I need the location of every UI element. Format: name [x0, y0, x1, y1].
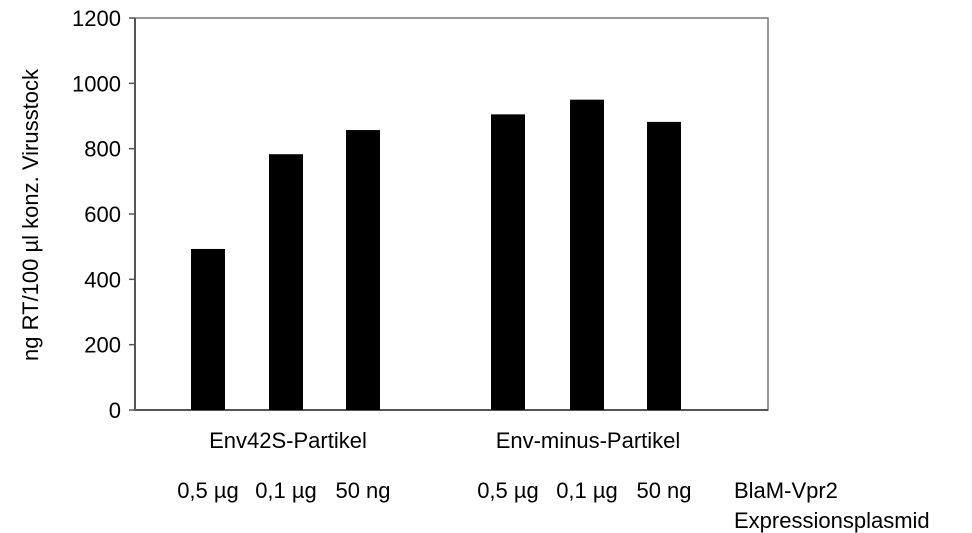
x-category-label: 0,5 µg	[177, 478, 239, 503]
y-tick-label: 1200	[72, 6, 121, 31]
bars	[191, 99, 681, 411]
x-category-label: 0,1 µg	[255, 478, 317, 503]
y-tick-label: 1000	[72, 71, 121, 96]
y-tick-label: 200	[84, 333, 121, 358]
bar	[491, 114, 525, 410]
bar	[269, 154, 303, 410]
axis-note-line-2: Expressionsplasmid	[734, 508, 930, 533]
x-category-label: 0,1 µg	[556, 478, 618, 503]
x-group-label: Env-minus-Partikel	[496, 428, 681, 453]
y-tick-label: 0	[109, 398, 121, 423]
bar	[570, 99, 604, 411]
x-group-label: Env42S-Partikel	[209, 428, 367, 453]
y-axis-ticks: 0 200 400 600 800 1000 1200	[72, 6, 135, 423]
x-category-label: 50 ng	[636, 478, 691, 503]
y-axis-label: ng RT/100 µl konz. Virusstock	[18, 68, 43, 361]
y-tick-label: 400	[84, 267, 121, 292]
bar	[346, 130, 380, 410]
x-axis-labels: 0,5 µg 0,1 µg 50 ng Env42S-Partikel 0,5 µg 0,…	[177, 428, 691, 503]
y-tick-label: 600	[84, 202, 121, 227]
bar	[647, 121, 681, 410]
x-category-label: 50 ng	[335, 478, 390, 503]
bar	[191, 248, 225, 410]
axis-note-line-1: BlaM-Vpr2	[734, 478, 838, 503]
x-category-label: 0,5 µg	[477, 478, 539, 503]
y-tick-label: 800	[84, 137, 121, 162]
